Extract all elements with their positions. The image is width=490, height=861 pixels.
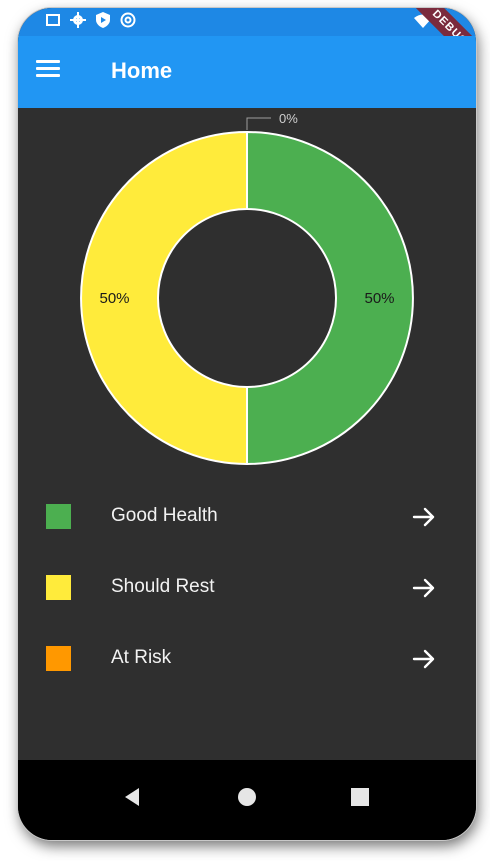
slice-leader-line [246, 117, 271, 130]
legend-swatch [46, 504, 71, 529]
sync-icon [120, 12, 136, 28]
donut-chart: 50% 50% 0% [18, 108, 476, 478]
navigation-bar [18, 760, 476, 840]
donut-chart-svg: 50% 50% 0% [80, 111, 414, 466]
notification-icon [46, 14, 60, 26]
page-title: Home [111, 58, 173, 83]
back-icon[interactable] [118, 782, 148, 812]
menu-button[interactable] [36, 56, 68, 88]
donut-slice-should-rest [80, 130, 248, 466]
recents-icon[interactable] [345, 782, 375, 812]
legend-swatch [46, 646, 71, 671]
legend-item-at-risk[interactable]: At Risk [18, 630, 476, 686]
menu-icon [36, 60, 60, 63]
slice-label: 50% [364, 290, 394, 307]
legend-item-good-health[interactable]: Good Health [18, 488, 476, 544]
shield-icon [96, 12, 110, 28]
legend-label: At Risk [111, 647, 172, 668]
phone-screen: DEBUG Home 50% 50% 0% Good Health Should R… [18, 8, 476, 840]
legend-swatch [46, 575, 71, 600]
app-bar: Home [18, 36, 476, 108]
arrow-forward-icon[interactable] [411, 504, 437, 530]
arrow-forward-icon[interactable] [411, 646, 437, 672]
gear-icon [70, 12, 86, 28]
arrow-forward-icon[interactable] [411, 575, 437, 601]
donut-slice-good-health [246, 130, 414, 466]
legend-label: Good Health [111, 505, 218, 526]
home-icon[interactable] [232, 782, 262, 812]
slice-label: 50% [99, 290, 129, 307]
status-bar: DEBUG [18, 8, 476, 78]
main-content: 50% 50% 0% Good Health Should Rest At Risk [18, 108, 476, 760]
legend-label: Should Rest [111, 576, 215, 597]
legend-item-should-rest[interactable]: Should Rest [18, 559, 476, 615]
slice-label: 0% [279, 111, 298, 126]
